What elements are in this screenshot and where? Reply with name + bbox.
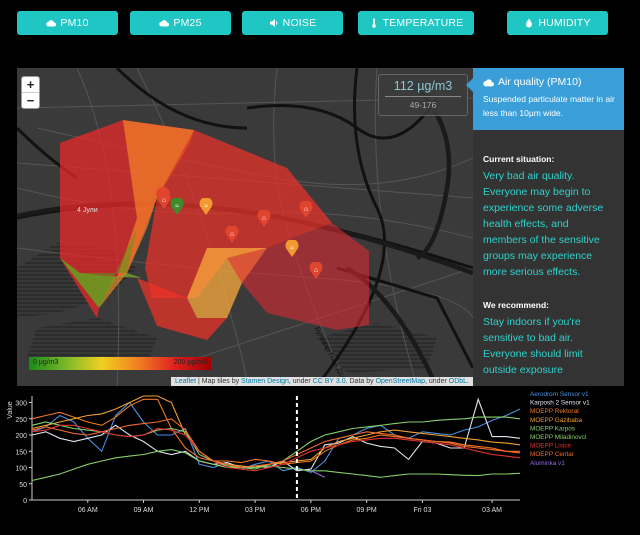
current-situation-label: Current situation: (483, 154, 555, 164)
sensor-marker[interactable]: ⌂ (157, 191, 171, 210)
svg-text:⌂: ⌂ (314, 267, 318, 274)
current-value-box: 112 µg/m3 49-176 (378, 74, 468, 116)
sensor-marker[interactable]: ⌂ (299, 200, 313, 219)
svg-text:≈: ≈ (175, 203, 179, 210)
noise-button-label: NOISE (282, 17, 317, 29)
legend-entry: MOEPP Karpos (530, 425, 575, 432)
svg-text:⌂: ⌂ (230, 231, 234, 238)
attribution-text: . Data by (345, 378, 376, 385)
humidity-button[interactable]: HUMIDITY (507, 11, 608, 35)
legend-entry: MOEPP Centar (530, 451, 575, 458)
thermometer-icon (371, 18, 376, 28)
legend-max-label: 200 µg/m3 (173, 359, 207, 366)
x-tick-label: 06 AM (78, 507, 98, 514)
pm25-button-label: PM25 (173, 17, 202, 29)
series-line (31, 449, 521, 482)
x-tick-label: 09 AM (134, 507, 154, 514)
sensor-marker[interactable]: ⌂ (309, 261, 323, 280)
cloud-icon (46, 20, 57, 27)
air-quality-map[interactable]: ⌂ ≈ ≈ ⌂ ⌂ ⌂ ≈ ⌂ 4 Јули Булевар Гоце Делч… (17, 68, 473, 386)
svg-text:≈: ≈ (290, 245, 294, 252)
color-scale-legend: 0 µg/m3 200 µg/m3 (29, 357, 211, 370)
series-line (31, 395, 521, 469)
legend-entry: Aluminka v1 (530, 460, 565, 467)
attribution-text: , under (425, 378, 449, 385)
series-line (31, 398, 520, 465)
current-value: 112 µg/m3 (393, 79, 453, 93)
pm25-button[interactable]: PM25 (130, 11, 231, 35)
cloud-icon (159, 20, 170, 27)
svg-text:≈: ≈ (204, 203, 208, 210)
temperature-button[interactable]: TEMPERATURE (358, 11, 474, 35)
attribution-text: . (467, 378, 469, 385)
svg-text:⌂: ⌂ (304, 206, 308, 213)
stamen-link[interactable]: Stamen Design (241, 378, 289, 385)
zoom-control: + − (21, 76, 40, 109)
legend-entry: MOEPP Gazibaba (530, 417, 583, 424)
legend-entry: Karposh 2 Sensor v1 (530, 400, 590, 407)
sensor-marker[interactable]: ≈ (285, 239, 299, 258)
cloud-icon (483, 78, 494, 86)
x-tick-label: Fri 03 (413, 507, 431, 514)
y-tick-label: 100 (15, 466, 27, 473)
x-tick-label: 12 PM (189, 507, 209, 514)
odbl-link[interactable]: ODbL (448, 378, 468, 385)
pm10-button[interactable]: PM10 (17, 11, 118, 35)
pm10-button-label: PM10 (60, 17, 89, 29)
y-tick-label: 250 (15, 417, 27, 424)
svg-text:⌂: ⌂ (162, 197, 166, 204)
legend-entry: MOEPP Lisice (530, 443, 572, 450)
series-line (31, 424, 521, 472)
sensor-marker[interactable]: ≈ (170, 197, 184, 216)
y-tick-label: 150 (15, 449, 27, 456)
x-tick-label: 03 AM (482, 507, 502, 514)
legend-entry: MOEPP Rektorat (530, 408, 579, 415)
leaflet-link[interactable]: Leaflet (175, 378, 197, 385)
sensor-timeseries-chart[interactable]: 0 50 100 150 200 250 300 Value 06 AM 09 AM 12 PM 03… (0, 388, 640, 530)
y-axis-label: Value (7, 401, 14, 418)
y-tick-label: 200 (15, 433, 27, 440)
attribution-text: , under (288, 378, 313, 385)
series-line (310, 470, 326, 478)
sensor-marker[interactable]: ⌂ (257, 209, 271, 228)
value-range: 49-176 (409, 100, 437, 110)
sensor-marker[interactable]: ⌂ (225, 225, 239, 244)
sensor-type-toolbar: PM10 PM25 NOISE TEMPERATURE HUMIDITY (0, 0, 640, 60)
x-tick-label: 06 PM (301, 507, 321, 514)
y-tick-label: 300 (15, 401, 27, 408)
cc-link[interactable]: CC BY 3.0 (312, 378, 346, 385)
temperature-button-label: TEMPERATURE (382, 17, 464, 29)
zoom-out-button[interactable]: − (22, 92, 39, 108)
volume-icon (269, 19, 278, 27)
recommendation-label: We recommend: (483, 300, 549, 310)
legend-entry: Aerodrom Sensor v1 (530, 391, 589, 398)
legend-entry: MOEPP Miladinovci (530, 434, 586, 441)
info-panel: Air quality (PM10) Suspended particulate… (466, 68, 624, 386)
value-divider (385, 96, 461, 97)
panel-pointer (466, 78, 473, 92)
zoom-in-button[interactable]: + (26, 77, 35, 92)
x-tick-label: 03 PM (245, 507, 265, 514)
series-line (31, 418, 521, 469)
svg-text:⌂: ⌂ (262, 215, 266, 222)
map-attribution: Leaflet | Map tiles by Stamen Design, un… (171, 377, 473, 386)
recommendation-text: Stay indoors if you're sensitive to bad … (483, 316, 583, 376)
info-description: Suspended particulate matter in air less… (483, 94, 615, 118)
humidity-button-label: HUMIDITY (538, 17, 591, 29)
info-header: Air quality (PM10) Suspended particulate… (473, 68, 624, 130)
road-label: 4 Јули (77, 207, 98, 214)
attribution-text: | Map tiles by (196, 378, 242, 385)
y-tick-label: 50 (19, 482, 27, 489)
sensor-marker[interactable]: ≈ (199, 197, 213, 216)
x-tick-label: 09 PM (357, 507, 377, 514)
noise-button[interactable]: NOISE (242, 11, 343, 35)
osm-link[interactable]: OpenStreetMap (375, 378, 425, 385)
current-situation-text: Very bad air quality. Everyone may begin… (483, 170, 604, 278)
legend-min-label: 0 µg/m3 (33, 359, 59, 366)
info-title: Air quality (PM10) (498, 76, 582, 88)
droplet-icon (526, 18, 533, 28)
y-tick-label: 0 (23, 498, 27, 505)
sensor-marker[interactable] (227, 229, 241, 247)
